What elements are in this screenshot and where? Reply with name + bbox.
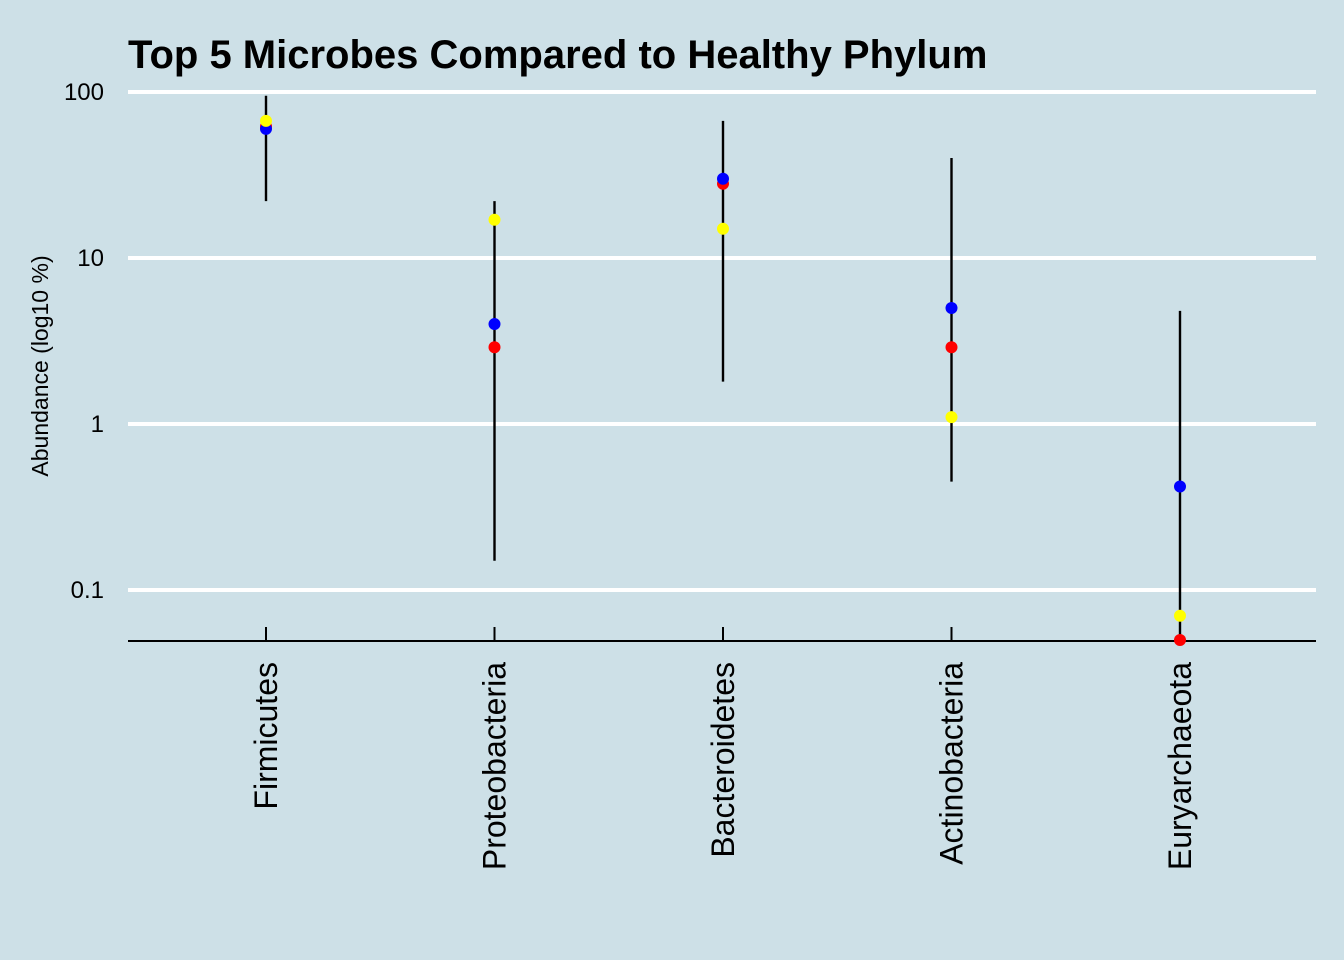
y-tick-label: 0.1 <box>71 577 104 604</box>
data-point <box>488 213 501 226</box>
data-point <box>488 318 501 331</box>
x-tick-label: Proteobacteria <box>477 662 513 870</box>
y-tick-labels: 100 10 1 0.1 <box>64 79 104 604</box>
x-tick-label: Actinobacteria <box>934 662 970 865</box>
data-point <box>260 114 272 127</box>
x-tick-label: Firmicutes <box>248 662 284 810</box>
chart-title: Top 5 Microbes Compared to Healthy Phylu… <box>128 33 987 77</box>
x-tick-label: Euryarchaeota <box>1162 662 1198 870</box>
data-point <box>1174 633 1186 646</box>
x-tick-label: Bacteroidetes <box>705 662 741 858</box>
data-point <box>717 172 729 185</box>
x-tick-labels: Firmicutes Proteobacteria Bacteroidetes Act… <box>248 627 1198 870</box>
y-tick-label: 10 <box>77 245 104 272</box>
data-point <box>945 411 958 424</box>
y-axis-label: Abundance (log10 %) <box>27 255 53 476</box>
data-point <box>717 222 729 235</box>
data-point <box>945 301 958 314</box>
grid-layer <box>128 90 1316 592</box>
data-points <box>260 114 1186 646</box>
y-tick-label: 100 <box>64 79 104 106</box>
data-point <box>1174 480 1186 493</box>
data-point <box>488 341 501 354</box>
range-lines <box>264 95 1182 640</box>
data-point <box>1174 609 1186 622</box>
y-tick-label: 1 <box>91 411 104 438</box>
data-point <box>945 341 958 354</box>
